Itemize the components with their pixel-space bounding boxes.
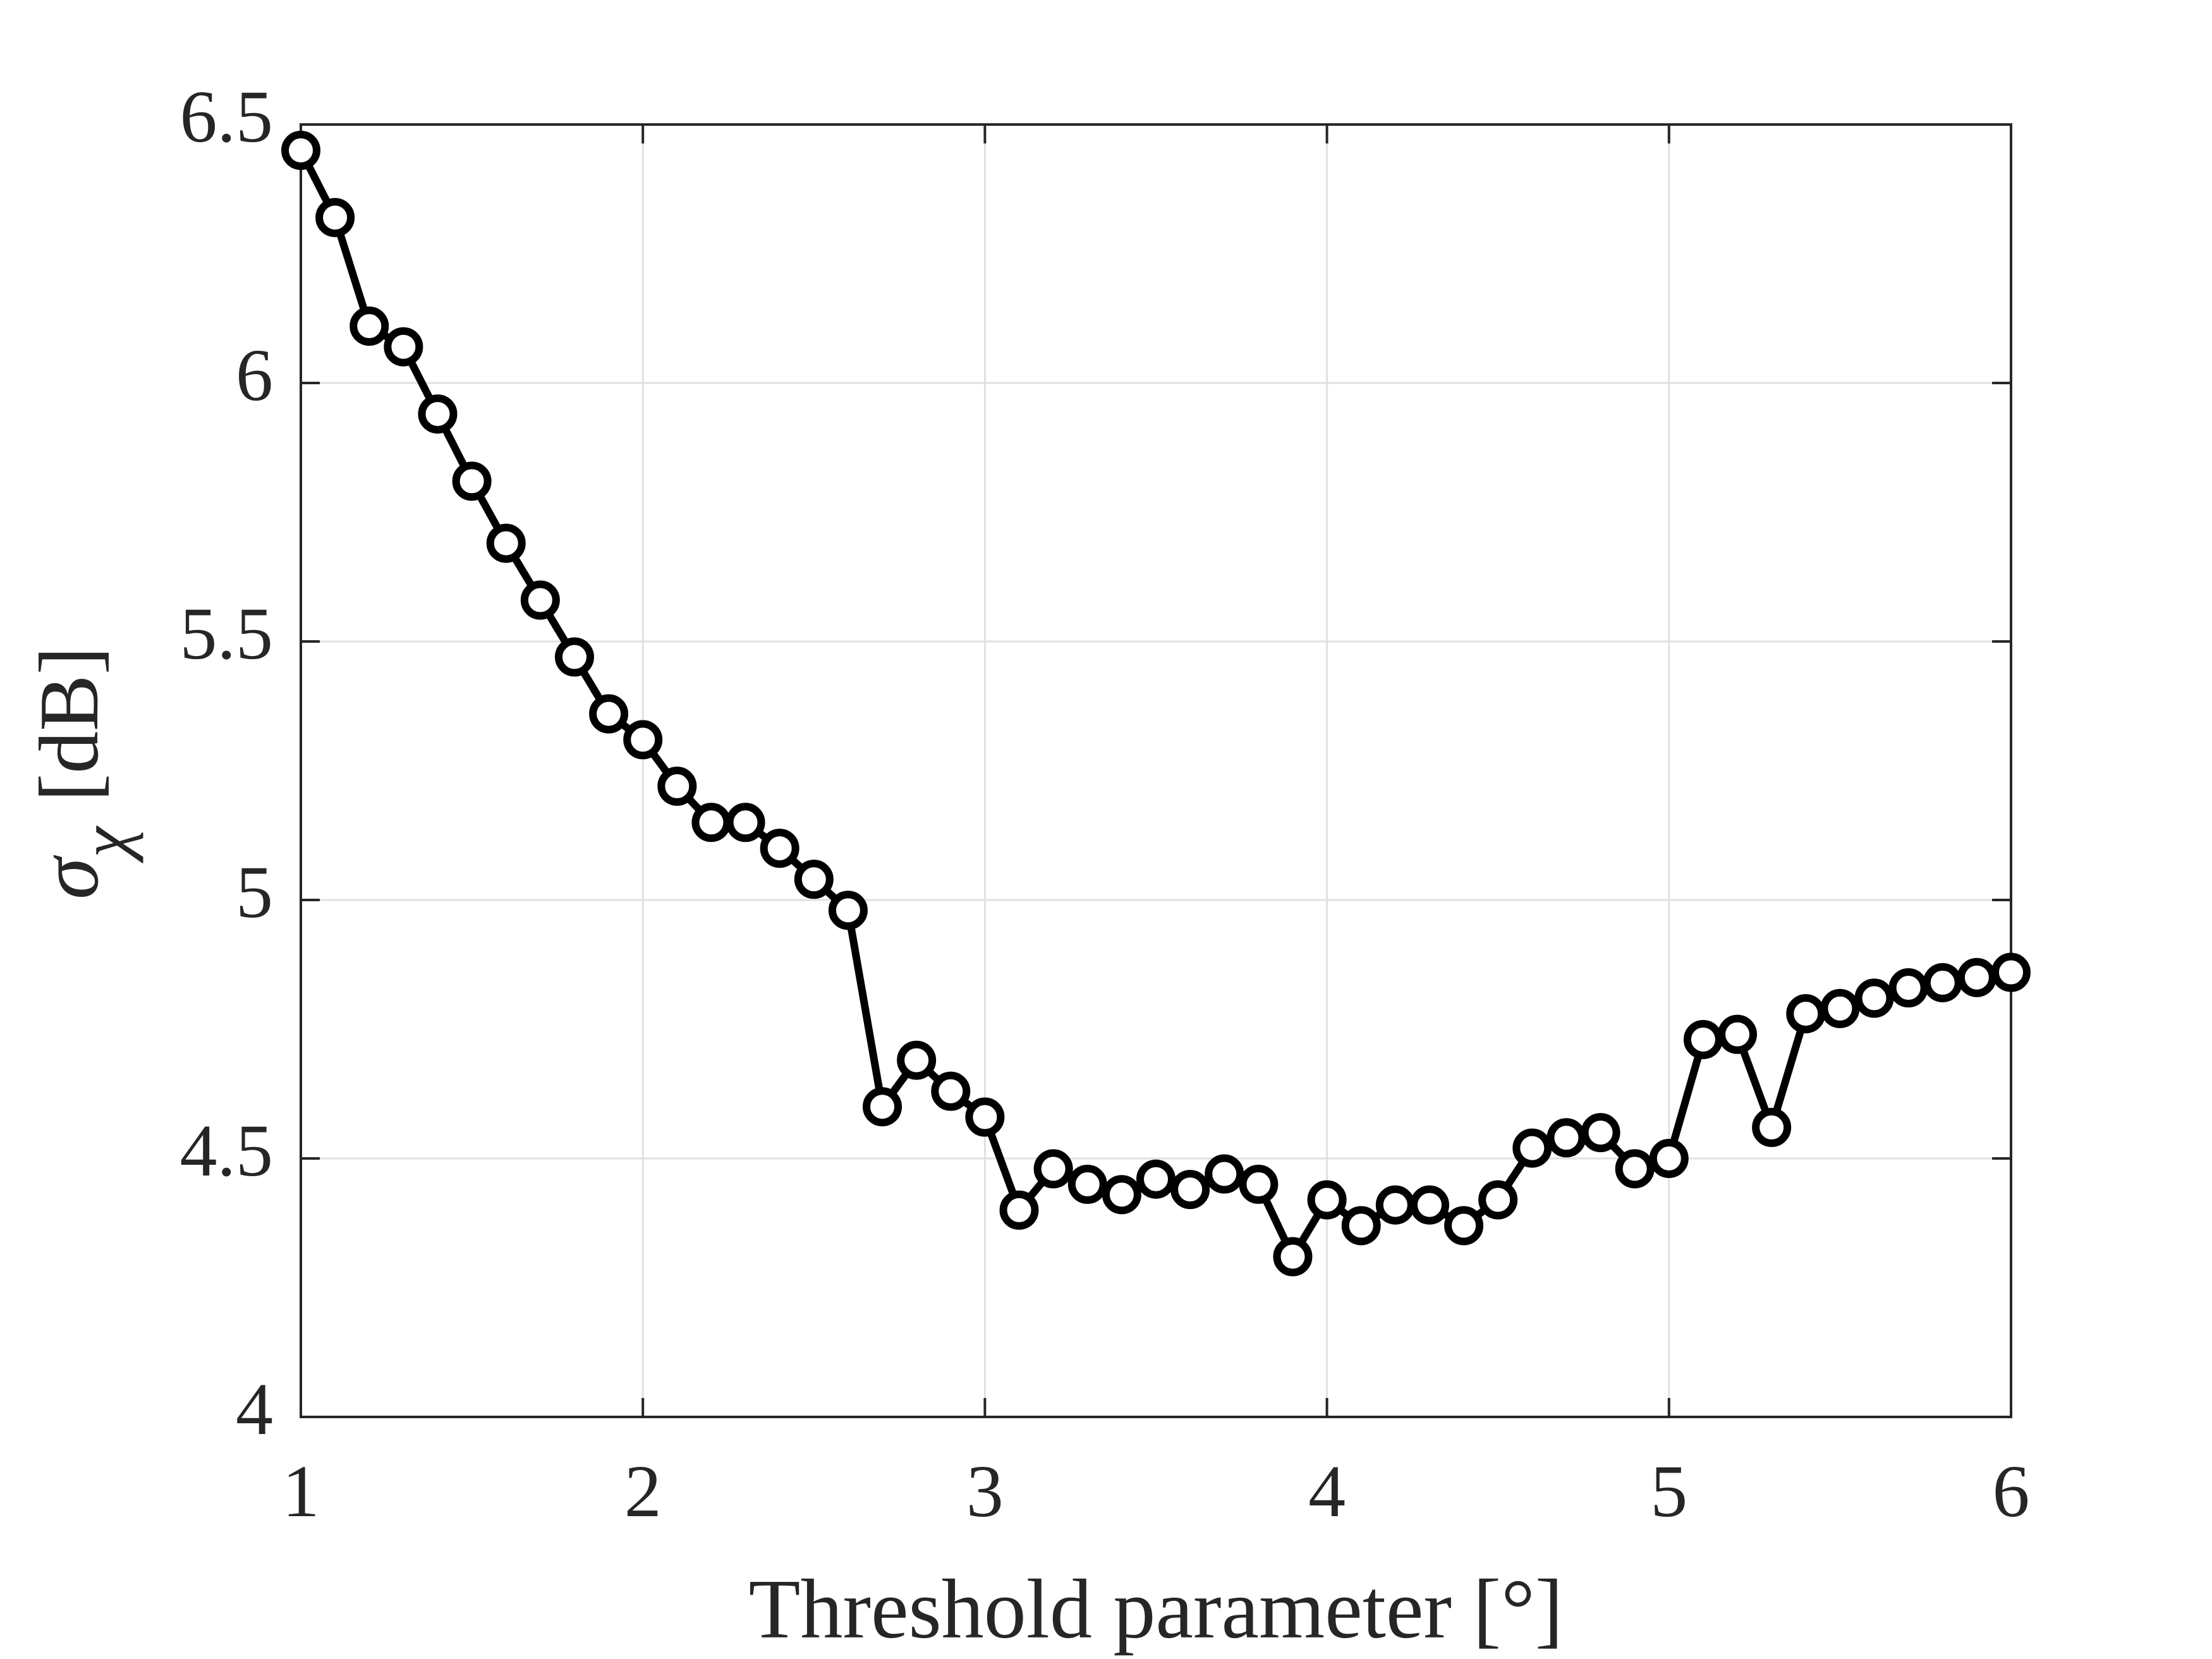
data-point: [554, 637, 594, 677]
data-point: [1957, 957, 1996, 997]
axes-box: [300, 123, 2012, 1418]
y-tick-label: 6: [236, 334, 273, 416]
data-point: [726, 803, 765, 842]
data-point: [486, 523, 526, 563]
data-point: [384, 327, 423, 367]
data-point: [349, 307, 389, 346]
x-axis-label: Threshold parameter [°]: [749, 1562, 1564, 1656]
data-point: [1923, 963, 1962, 1002]
data-point: [931, 1071, 971, 1111]
data-point: [1067, 1164, 1107, 1204]
data-point: [1718, 1014, 1758, 1054]
data-point: [999, 1190, 1039, 1230]
y-tick-label: 4: [236, 1368, 273, 1450]
data-point: [1239, 1164, 1279, 1204]
data-point: [623, 720, 663, 760]
data-point: [863, 1087, 902, 1127]
data-point: [1409, 1185, 1449, 1225]
data-point: [1512, 1128, 1552, 1168]
data-point: [1136, 1159, 1176, 1199]
y-tick-label: 4.5: [180, 1109, 274, 1192]
data-point: [1615, 1149, 1655, 1189]
data-point: [1307, 1180, 1347, 1220]
data-point: [452, 461, 492, 501]
data-point: [828, 890, 868, 930]
data-point: [281, 130, 320, 170]
data-point: [589, 694, 629, 734]
y-tick-label: 6.5: [180, 75, 274, 158]
y-tick-label: 5.5: [180, 592, 274, 675]
data-point: [1341, 1206, 1381, 1246]
data-point: [657, 767, 697, 806]
data-point: [1444, 1206, 1484, 1246]
y-tick-label: 5: [236, 851, 273, 933]
data-point: [760, 829, 799, 868]
data-point: [315, 198, 355, 238]
data-point: [1547, 1118, 1586, 1158]
data-point: [897, 1040, 937, 1080]
data-point: [1752, 1107, 1792, 1147]
data-point: [1820, 988, 1860, 1028]
y-axis-label-subscript: χ: [66, 825, 143, 863]
data-point: [1581, 1113, 1620, 1153]
data-point: [965, 1097, 1005, 1137]
x-tick-label: 6: [1993, 1450, 2030, 1533]
data-point: [1888, 968, 1928, 1008]
data-point: [1478, 1180, 1518, 1220]
data-point: [1033, 1149, 1073, 1189]
data-point: [794, 860, 834, 899]
data-point: [418, 394, 458, 434]
data-line: [297, 149, 2012, 1261]
x-tick-label: 5: [1650, 1450, 1687, 1533]
y-axis-label-symbol: σ: [22, 854, 116, 899]
y-axis-label-unit: [dB]: [22, 647, 116, 802]
data-point: [520, 580, 560, 620]
data-point: [1649, 1139, 1689, 1178]
data-point: [1273, 1237, 1313, 1277]
data-point: [1205, 1154, 1244, 1194]
x-tick-label: 4: [1308, 1450, 1346, 1533]
x-tick-label: 2: [624, 1450, 662, 1533]
data-point: [691, 803, 731, 842]
x-tick-label: 1: [283, 1450, 320, 1533]
x-tick-label: 3: [966, 1450, 1004, 1533]
y-axis-label: σχ [dB]: [22, 647, 144, 899]
data-point: [1786, 994, 1826, 1033]
data-point: [1102, 1175, 1141, 1215]
data-point: [1991, 952, 2031, 992]
data-point: [1375, 1185, 1415, 1225]
data-point: [1854, 978, 1894, 1018]
data-point: [1170, 1170, 1210, 1210]
data-point: [1683, 1019, 1723, 1059]
